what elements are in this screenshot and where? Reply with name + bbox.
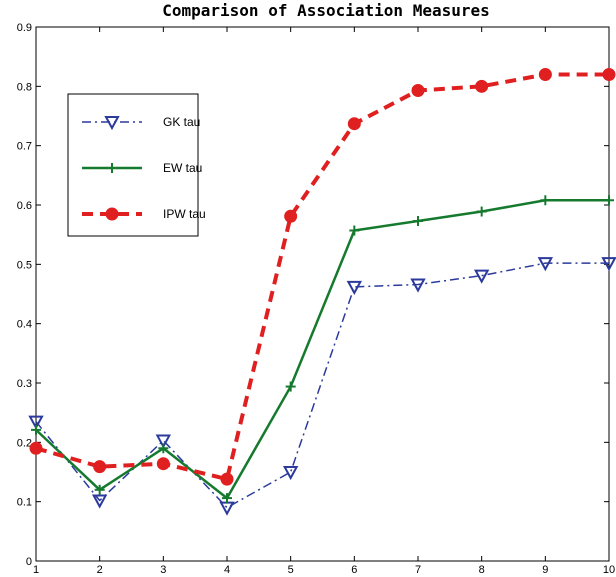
x-tick-label: 5 <box>288 564 294 576</box>
x-tick-label: 3 <box>160 564 166 576</box>
data-point <box>537 257 554 272</box>
data-point <box>538 67 552 81</box>
data-point <box>476 206 487 217</box>
data-point <box>91 494 108 509</box>
data-point <box>540 195 551 206</box>
data-point <box>604 195 614 206</box>
y-tick-label: 0.9 <box>17 22 32 34</box>
data-point <box>602 67 616 81</box>
data-point <box>346 280 363 295</box>
data-point <box>28 415 44 430</box>
series-line <box>35 72 609 482</box>
legend-marker <box>104 116 120 131</box>
data-point <box>349 225 360 236</box>
y-tick-label: 0.2 <box>17 437 32 449</box>
x-tick-label: 8 <box>479 564 485 576</box>
y-tick-label: 0.4 <box>17 319 32 331</box>
data-point <box>411 83 425 97</box>
x-tick-label: 1 <box>33 564 39 576</box>
data-point <box>29 441 43 455</box>
data-point <box>284 209 298 223</box>
legend-label: EW tau <box>163 161 202 175</box>
data-point <box>347 117 361 131</box>
data-point <box>155 434 172 449</box>
data-point <box>222 493 232 504</box>
data-point <box>410 278 426 293</box>
data-point <box>93 460 107 474</box>
data-point <box>413 216 423 227</box>
data-point <box>282 466 299 481</box>
y-tick-label: 0 <box>26 556 32 568</box>
data-point <box>156 457 170 471</box>
legend-marker <box>105 207 119 221</box>
series-line <box>35 262 609 509</box>
y-tick-label: 0.1 <box>17 497 32 509</box>
x-tick-label: 9 <box>542 564 548 576</box>
legend: GK tau EW tau IPW tau <box>67 93 206 237</box>
data-point <box>473 269 490 284</box>
chart-title: Comparison of Association Measures <box>162 1 490 20</box>
x-tick-label: 6 <box>351 564 357 576</box>
y-tick-label: 0.3 <box>17 378 32 390</box>
legend-label: GK tau <box>163 115 200 129</box>
data-point <box>158 443 169 454</box>
data-point <box>220 472 234 486</box>
y-tick-label: 0.7 <box>17 141 32 153</box>
data-point <box>475 79 489 93</box>
legend-marker <box>107 163 117 173</box>
series-line <box>35 199 609 500</box>
y-tick-label: 0.6 <box>17 200 32 212</box>
data-point <box>31 424 41 435</box>
legend-label: IPW tau <box>163 207 206 221</box>
x-tick-label: 10 <box>603 564 615 576</box>
data-point <box>601 257 616 272</box>
data-point <box>285 381 296 392</box>
x-tick-label: 2 <box>97 564 103 576</box>
axis-ticks: 1 2 3 4 5 6 7 8 9 10 0 0.1 0.2 0.3 0.4 0.5 0.6 0.7 0.8 0.9 <box>17 22 615 576</box>
data-point <box>94 484 105 495</box>
x-tick-label: 7 <box>415 564 421 576</box>
y-tick-label: 0.8 <box>17 81 32 93</box>
series-layer <box>28 67 616 516</box>
x-tick-label: 4 <box>224 564 230 576</box>
y-tick-label: 0.5 <box>17 259 32 271</box>
